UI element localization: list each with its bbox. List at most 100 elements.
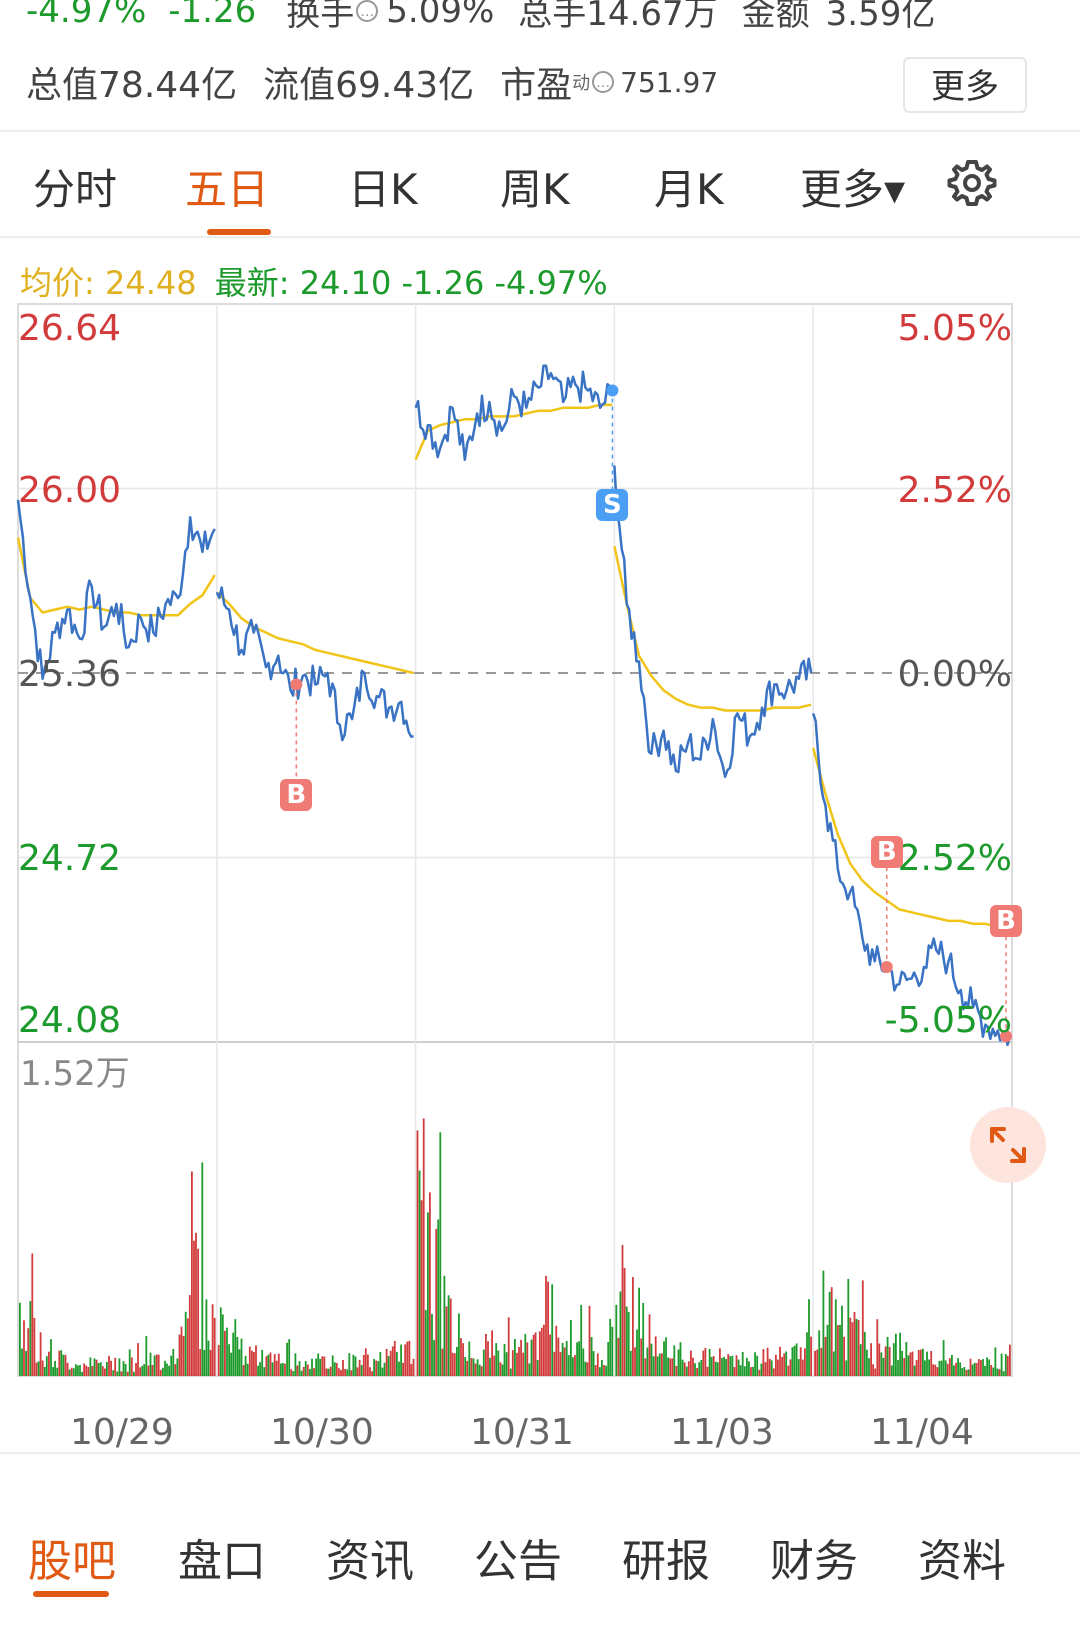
volume-bar: [422, 1118, 425, 1376]
five-day-chart[interactable]: [0, 300, 1080, 1410]
volume-bar: [25, 1350, 27, 1376]
x-label: 10/31: [470, 1412, 574, 1453]
tab-daily-k[interactable]: 日K: [348, 165, 418, 214]
volume-bar: [638, 1287, 640, 1376]
volume-bar: [342, 1360, 344, 1376]
info-icon[interactable]: …: [592, 71, 615, 93]
volume-bar: [261, 1350, 264, 1376]
volume-bar: [648, 1314, 651, 1376]
volume-bar: [530, 1339, 533, 1376]
volume-bar: [453, 1353, 456, 1376]
tab-intraday[interactable]: 分时: [33, 165, 118, 214]
fullscreen-button[interactable]: [970, 1107, 1046, 1183]
settings-gear-icon[interactable]: [945, 157, 999, 211]
volume-bar: [592, 1351, 595, 1376]
buy-marker[interactable]: B: [990, 905, 1023, 938]
volume-bar: [998, 1369, 1001, 1376]
volume-bar: [39, 1332, 42, 1376]
price-info-line: 均价: 24.48 最新: 24.10 -1.26 -4.97%: [20, 258, 608, 304]
volume-bar: [19, 1302, 21, 1376]
volume-bar: [903, 1358, 906, 1376]
volume-bar: [398, 1361, 400, 1376]
volume-bar: [594, 1365, 597, 1376]
volume-bar: [727, 1354, 730, 1376]
volume-bar: [145, 1336, 148, 1376]
volume-bar: [213, 1317, 216, 1376]
volume-bar: [572, 1357, 574, 1376]
volume-bar: [870, 1343, 872, 1376]
nav-pankou[interactable]: 盘口: [178, 1536, 266, 1587]
volume-bar: [855, 1318, 858, 1376]
volume-bar: [973, 1362, 976, 1376]
tab-monthly-k[interactable]: 月K: [654, 165, 724, 214]
volume-bar: [348, 1353, 351, 1376]
active-nav-indicator: [33, 1591, 109, 1597]
latest-change: -1.26: [401, 264, 485, 302]
volume-bar: [91, 1366, 94, 1376]
buy-marker[interactable]: B: [280, 778, 313, 811]
volume-bar: [37, 1361, 40, 1376]
info-icon[interactable]: …: [356, 0, 379, 22]
avg-price-label: 均价:: [20, 264, 95, 302]
nav-finance[interactable]: 财务: [770, 1536, 858, 1587]
y-right-label: -5.05%: [884, 1000, 1012, 1041]
volume-bar: [429, 1192, 431, 1376]
volume-bar: [746, 1357, 748, 1376]
volume-bar: [926, 1351, 928, 1376]
volume-bar: [232, 1332, 235, 1376]
volume-bar: [424, 1310, 427, 1376]
volume-bar: [804, 1348, 806, 1376]
buy-marker[interactable]: B: [870, 836, 903, 869]
tab-weekly-k[interactable]: 周K: [500, 165, 570, 214]
volume-bar: [514, 1339, 516, 1376]
volume-bar: [52, 1367, 54, 1376]
volume-bar: [936, 1367, 939, 1376]
volume-bar: [182, 1336, 185, 1376]
volume-bar: [679, 1342, 682, 1376]
volume-bar: [114, 1357, 117, 1376]
volume-bar: [642, 1303, 645, 1376]
volume-bar: [932, 1364, 935, 1376]
volume-bar: [760, 1363, 763, 1376]
volume-bar: [236, 1336, 239, 1376]
price-line-day-4: [613, 465, 813, 779]
more-button[interactable]: 更多: [903, 57, 1027, 113]
volume-bar: [464, 1357, 467, 1376]
volume-bar: [640, 1338, 643, 1376]
volume-bar: [849, 1317, 852, 1376]
nav-guba[interactable]: 股吧: [28, 1536, 116, 1587]
nav-announcements[interactable]: 公告: [474, 1536, 562, 1587]
volume-bar: [644, 1358, 647, 1376]
nav-research[interactable]: 研报: [622, 1536, 710, 1587]
volume-bar: [346, 1369, 349, 1376]
volume-bar: [675, 1366, 678, 1376]
volume-bar: [56, 1367, 59, 1376]
nav-news[interactable]: 资讯: [326, 1536, 414, 1587]
volume-bar: [162, 1367, 164, 1376]
volume-bar: [859, 1344, 862, 1376]
volume-bar: [317, 1353, 320, 1376]
volume-bar: [634, 1347, 636, 1376]
volume-bar: [354, 1356, 357, 1376]
volume-bar: [617, 1337, 620, 1376]
price-line-day-3: [414, 364, 614, 461]
volume-bar: [853, 1312, 856, 1376]
tab-five-day[interactable]: 五日: [185, 165, 270, 214]
volume-bar: [290, 1369, 293, 1376]
volume-bar: [367, 1354, 369, 1376]
volume-bar: [673, 1345, 676, 1376]
sell-marker[interactable]: S: [596, 489, 629, 522]
volume-label: 总手: [518, 0, 587, 34]
nav-profile[interactable]: 资料: [918, 1536, 1006, 1587]
volume-bar: [922, 1348, 924, 1376]
volume-bar: [391, 1346, 394, 1376]
tab-more[interactable]: 更多▾: [800, 165, 906, 214]
volume-bar: [282, 1363, 284, 1376]
volume-bar: [263, 1367, 266, 1376]
volume-bar: [946, 1363, 949, 1376]
volume-bar: [286, 1342, 288, 1376]
volume-bar: [588, 1305, 591, 1376]
volume-bar: [304, 1361, 307, 1376]
volume-bar: [748, 1361, 750, 1376]
price-line: [16, 364, 1012, 1047]
